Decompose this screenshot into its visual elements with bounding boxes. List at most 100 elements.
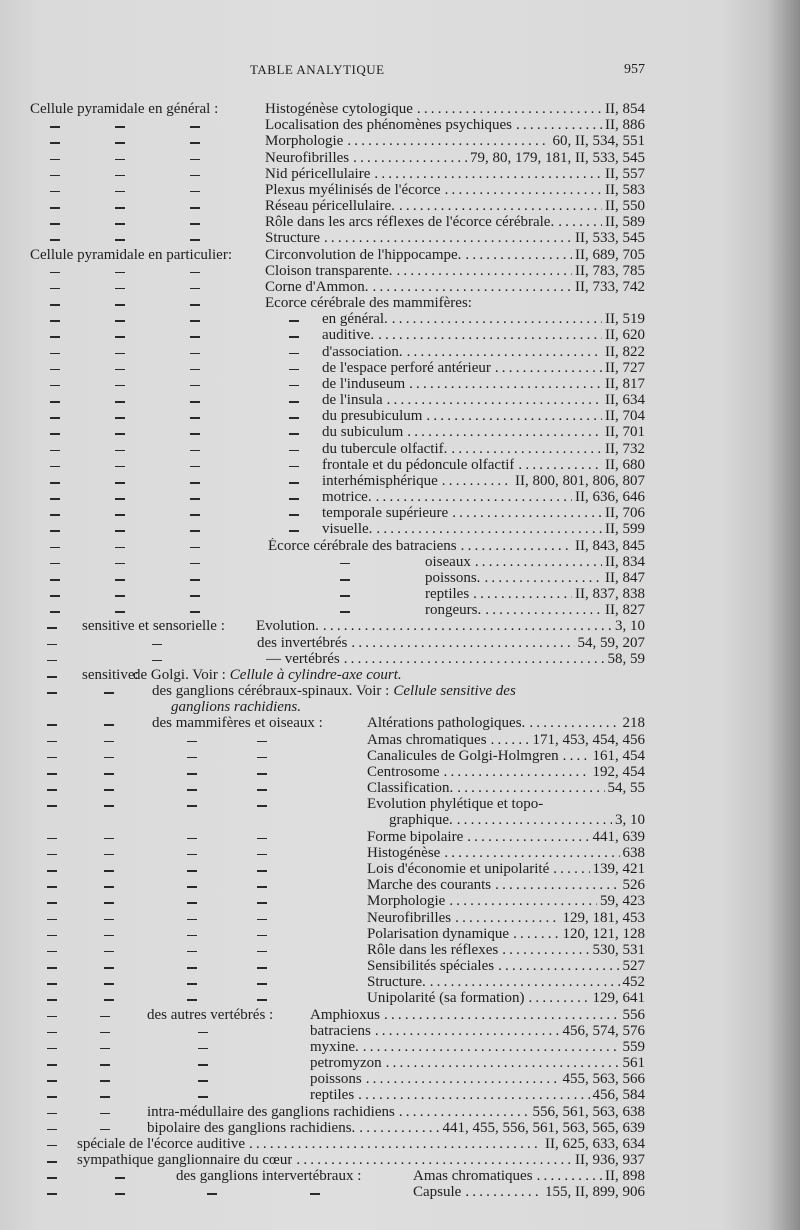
dot-leader: ........................................… [467, 828, 589, 845]
entry-text: du tubercule olfactif. [322, 441, 447, 458]
page-references: 171, 453, 454, 456 [532, 731, 646, 748]
entry-text: Amphioxus [310, 1007, 380, 1024]
entry-text: de l'insula [322, 392, 383, 409]
index-row: en général..............................… [0, 311, 800, 328]
index-entry: Sensibilités spéciales..................… [367, 958, 645, 975]
dot-leader: ........................................… [384, 1006, 619, 1023]
cross-reference: Cellule sensitive des [393, 683, 516, 700]
index-row: Rôle dans les arcs réflexes de l'écorce … [0, 214, 800, 231]
entry-label: motrice. [322, 489, 372, 506]
entry-label: reptiles [425, 586, 470, 603]
entry-text: rongeurs. [425, 602, 481, 619]
page-references: II, 936, 937 [575, 1152, 645, 1169]
index-entry: Ecorce cérébrale des mammifères: [265, 295, 472, 312]
entry-label: temporale supérieure [322, 505, 449, 522]
entry-text: en général. [322, 311, 388, 328]
entry-label: Morphologie [265, 133, 344, 150]
entry-label: du presubiculum [322, 408, 423, 425]
entry-text: poissons. [425, 570, 480, 587]
entry-text: myxine. [310, 1039, 359, 1056]
page-references: II, 680 [605, 456, 645, 473]
index-row: des mammifères et oiseaux : Altérations p… [0, 715, 800, 732]
entry-text: bipolaire des ganglions rachidiens. [147, 1120, 355, 1137]
index-entry: Forme bipolaire.........................… [367, 829, 645, 846]
entry-label: Altérations pathologiques. [367, 715, 526, 732]
index-row: motrice.................................… [0, 489, 800, 506]
dot-leader: ........................................… [347, 133, 550, 150]
entry-label: rongeurs. [425, 602, 482, 619]
page-references: 441, 455, 556, 561, 563, 565, 639 [442, 1119, 646, 1136]
page-references: II, 589 [605, 214, 645, 231]
index-row: auditive................................… [0, 327, 800, 344]
page-number: 957 [624, 62, 645, 77]
entry-label: poissons. [425, 569, 481, 586]
dot-leader: ........................................… [323, 230, 572, 247]
entry-label: auditive. [322, 327, 375, 344]
page-references: II, 800, 801, 806, 807 [515, 472, 645, 489]
index-row: visuelle................................… [0, 521, 800, 538]
dot-leader: ........................................… [429, 974, 620, 991]
dot-leader: ........................................… [378, 327, 602, 344]
entry-label: Réseau péricellulaire. [265, 198, 395, 215]
dot-leader: ........................................… [473, 586, 572, 603]
index-row: Unipolarité (sa formation)..............… [0, 990, 800, 1007]
entry-text: frontale et du pédoncule olfactif [322, 457, 514, 474]
page-references: II, 847 [605, 569, 645, 586]
entry-text: oiseaux [425, 554, 471, 571]
entry-label: batraciens [310, 1022, 371, 1039]
index-entry: visuelle................................… [322, 521, 645, 538]
dot-leader: ........................................… [443, 763, 590, 780]
index-entry: motrice.................................… [322, 489, 645, 506]
index-row: intra-médullaire des ganglions rachidien… [0, 1104, 800, 1121]
dot-leader: ........................................… [490, 731, 530, 748]
index-row: Nid péricellulaire......................… [0, 166, 800, 183]
index-row: du tubercule olfactif...................… [0, 441, 800, 458]
entry-label: sympathique ganglionnaire du cœur [77, 1152, 293, 1169]
index-row: reptiles................................… [0, 586, 800, 603]
entry-label: Evolution phylétique et topo- [367, 796, 544, 813]
index-entry: sympathique ganglionnaire du cœur.......… [77, 1152, 645, 1169]
entry-text: spéciale de l'écorce auditive [77, 1136, 245, 1153]
index-row: Cellule pyramidale en général : Histogénè… [0, 101, 800, 118]
dot-leader: ........................................… [358, 1087, 589, 1104]
index-entry: Plexus myélinisés de l'écorce...........… [265, 182, 645, 199]
dot-leader: ........................................… [441, 472, 512, 489]
entry-text: Réseau péricellulaire. [265, 198, 395, 215]
index-row: Classification..........................… [0, 780, 800, 797]
index-entry: Histogénèse.............................… [367, 845, 645, 862]
index-row: Histogénèse.............................… [0, 845, 800, 862]
entry-text: motrice. [322, 489, 372, 506]
index-row: sympathique ganglionnaire du cœur.......… [0, 1152, 800, 1169]
entry-label: intra-médullaire des ganglions rachidien… [147, 1103, 395, 1120]
page-references: II, 834 [605, 553, 645, 570]
entry-label: d'association. [322, 343, 403, 360]
page-references: 441, 639 [592, 828, 646, 845]
index-entry: Marche des courants.....................… [367, 877, 645, 894]
dot-leader: ........................................… [513, 925, 559, 942]
dot-leader: ........................................… [376, 521, 602, 538]
index-entry: interhémisphérique......................… [322, 473, 645, 490]
index-entry: — vertébrés.............................… [266, 651, 645, 668]
page-references: 129, 641 [592, 990, 646, 1007]
entry-text: Amas chromatiques [367, 732, 487, 749]
dot-leader: ........................................… [249, 1135, 542, 1152]
cross-reference: Cellule à cylindre-axe court. [229, 666, 402, 683]
index-row: rongeurs................................… [0, 602, 800, 619]
page-references: II, 783, 785 [575, 262, 645, 279]
entry-text: visuelle. [322, 521, 372, 538]
page-references: II, 550 [605, 198, 645, 215]
index-row: de l'induseum...........................… [0, 376, 800, 393]
page-references: 54, 55 [607, 780, 646, 797]
index-entry: auditive................................… [322, 327, 645, 344]
entry-label: Capsule [413, 1184, 462, 1201]
entry-text: Polarisation dynamique [367, 926, 509, 943]
entry-label: Structure [265, 230, 320, 247]
page-references: 54, 59, 207 [577, 634, 646, 651]
page-references: 3, 10 [615, 812, 645, 829]
index-entry: Localisation des phénomènes psychiques..… [265, 117, 645, 134]
index-row: du presubiculum.........................… [0, 408, 800, 425]
page-references: II, 620 [605, 327, 645, 344]
entry-text: Forme bipolaire [367, 829, 463, 846]
dot-leader: ........................................… [498, 958, 619, 974]
index-entry: Corne d'Ammon...........................… [265, 279, 645, 296]
